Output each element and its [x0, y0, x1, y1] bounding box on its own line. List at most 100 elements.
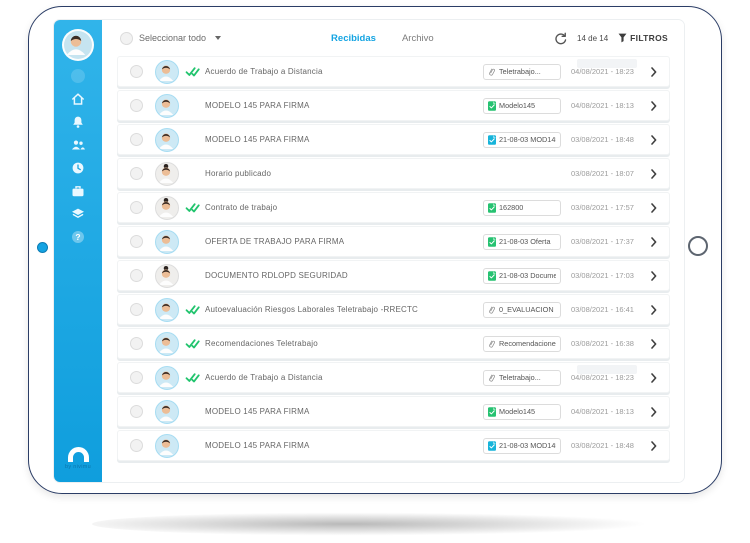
chevron-right-icon[interactable] — [651, 270, 661, 281]
home-icon[interactable] — [71, 92, 85, 106]
list-item[interactable]: MODELO 145 PARA FIRMA 21-08-03 MOD145...… — [117, 124, 670, 155]
row-date: 03/08/2021 - 18:07 — [571, 169, 634, 178]
row-checkbox[interactable] — [130, 337, 143, 350]
attachment-chip[interactable]: Teletrabajo... — [483, 369, 561, 386]
attachment-chip[interactable]: Modelo145 — [483, 403, 561, 420]
documents-layers-icon[interactable] — [71, 207, 85, 221]
help-icon[interactable]: ? — [71, 230, 85, 244]
row-checkbox[interactable] — [130, 303, 143, 316]
sender-avatar — [155, 297, 179, 322]
attachment-chip[interactable]: 21-08-03 MOD145... — [483, 437, 561, 454]
row-checkbox[interactable] — [130, 235, 143, 248]
row-title: Contrato de trabajo — [205, 203, 278, 212]
row-right: 21-08-03 Oferta 03/08/2021 - 17:37 — [483, 233, 661, 250]
row-title: Autoevaluación Riesgos Laborales Teletra… — [205, 305, 419, 314]
chevron-right-icon[interactable] — [651, 202, 661, 213]
select-all-checkbox[interactable] — [120, 31, 133, 45]
sender-avatar — [155, 59, 179, 84]
chevron-right-icon[interactable] — [651, 406, 661, 417]
list-item[interactable]: Acuerdo de Trabajo a Distancia Teletraba… — [117, 362, 670, 393]
file-icon — [488, 270, 496, 281]
attachment-chip[interactable]: Recomendaciones_... — [483, 335, 561, 352]
attachment-label: Recomendaciones_... — [499, 339, 556, 348]
list-item[interactable]: Autoevaluación Riesgos Laborales Teletra… — [117, 294, 670, 325]
message-list: Acuerdo de Trabajo a Distancia Teletraba… — [102, 56, 684, 482]
paperclip-icon — [489, 306, 495, 313]
list-item[interactable]: MODELO 145 PARA FIRMA Modelo145 04/08/20… — [117, 396, 670, 427]
list-item[interactable]: Recomendaciones Teletrabajo Recomendacio… — [117, 328, 670, 359]
list-item[interactable]: Acuerdo de Trabajo a Distancia Teletraba… — [117, 56, 670, 87]
list-item[interactable]: MODELO 145 PARA FIRMA Modelo145 04/08/20… — [117, 90, 670, 121]
signed-check-icon — [185, 372, 200, 383]
select-all-control[interactable]: Seleccionar todo — [120, 31, 222, 45]
row-title: OFERTA DE TRABAJO PARA FIRMA — [205, 237, 345, 246]
row-date: 03/08/2021 - 17:57 — [571, 203, 634, 212]
attachment-chip[interactable]: 21-08-03 Oferta — [483, 233, 561, 250]
row-date: 03/08/2021 - 16:38 — [571, 339, 634, 348]
attachment-chip[interactable]: 21-08-03 MOD145... — [483, 131, 561, 148]
tablet-home-button[interactable] — [688, 236, 708, 256]
attachment-label: 21-08-03 Document... — [499, 271, 556, 280]
attachment-chip[interactable]: 21-08-03 Document... — [483, 267, 561, 284]
row-checkbox[interactable] — [130, 371, 143, 384]
row-checkbox[interactable] — [130, 269, 143, 282]
attachment-chip[interactable]: 0_EVALUACION DE ... — [483, 301, 561, 318]
chevron-right-icon[interactable] — [651, 134, 661, 145]
row-checkbox[interactable] — [130, 439, 143, 452]
list-item[interactable]: DOCUMENTO RDLOPD SEGURIDAD 21-08-03 Docu… — [117, 260, 670, 291]
row-date: 03/08/2021 - 18:48 — [571, 135, 634, 144]
list-item[interactable]: MODELO 145 PARA FIRMA 21-08-03 MOD145...… — [117, 430, 670, 461]
tab-recibidas[interactable]: Recibidas — [331, 32, 376, 44]
tablet-camera — [37, 242, 48, 253]
main-panel: Seleccionar todo Recibidas Archivo 14 de… — [102, 20, 684, 482]
team-icon[interactable] — [71, 138, 85, 152]
chevron-right-icon[interactable] — [651, 338, 661, 349]
row-checkbox[interactable] — [130, 201, 143, 214]
attachment-chip[interactable]: 162800 — [483, 199, 561, 216]
row-title: Acuerdo de Trabajo a Distancia — [205, 67, 323, 76]
attachment-label: Teletrabajo... — [499, 373, 541, 382]
chevron-right-icon[interactable] — [651, 304, 661, 315]
chevron-right-icon[interactable] — [651, 372, 661, 383]
sender-avatar — [155, 93, 179, 118]
list-item[interactable]: Contrato de trabajo 162800 03/08/2021 - … — [117, 192, 670, 223]
row-title: MODELO 145 PARA FIRMA — [205, 441, 310, 450]
sidebar: ? by nivimu — [54, 20, 102, 482]
tablet-frame: ? by nivimu Seleccionar todo — [28, 6, 722, 494]
refresh-icon[interactable] — [554, 32, 567, 45]
attachment-chip[interactable]: Modelo145 — [483, 97, 561, 114]
row-checkbox[interactable] — [130, 99, 143, 112]
brand-logo-n-icon — [67, 447, 89, 462]
chevron-right-icon[interactable] — [651, 100, 661, 111]
list-item[interactable]: OFERTA DE TRABAJO PARA FIRMA 21-08-03 Of… — [117, 226, 670, 257]
row-title: DOCUMENTO RDLOPD SEGURIDAD — [205, 271, 348, 280]
signed-check-icon — [185, 338, 200, 349]
attachment-label: Teletrabajo... — [499, 67, 541, 76]
attachment-chip[interactable]: Teletrabajo... — [483, 63, 561, 80]
row-checkbox[interactable] — [130, 65, 143, 78]
signed-check-icon — [185, 202, 200, 213]
user-avatar[interactable] — [62, 29, 94, 61]
ghost-highlight — [577, 365, 637, 374]
ghost-highlight — [577, 59, 637, 68]
row-checkbox[interactable] — [130, 405, 143, 418]
list-item[interactable]: Horario publicado 03/08/2021 - 18:07 — [117, 158, 670, 189]
tab-archivo[interactable]: Archivo — [401, 32, 434, 44]
row-checkbox[interactable] — [130, 133, 143, 146]
chevron-right-icon[interactable] — [651, 66, 661, 77]
row-right: 21-08-03 MOD145... 03/08/2021 - 18:48 — [483, 437, 661, 454]
chevron-right-icon[interactable] — [651, 440, 661, 451]
chevron-right-icon[interactable] — [651, 236, 661, 247]
row-date: 03/08/2021 - 16:41 — [571, 305, 634, 314]
svg-text:?: ? — [75, 232, 80, 242]
row-right: Modelo145 04/08/2021 - 18:13 — [483, 403, 661, 420]
row-right: 21-08-03 Document... 03/08/2021 - 17:03 — [483, 267, 661, 284]
chevron-right-icon[interactable] — [651, 168, 661, 179]
time-icon[interactable] — [71, 161, 85, 175]
briefcase-icon[interactable] — [71, 184, 85, 198]
bell-icon[interactable] — [71, 115, 85, 129]
row-right: Modelo145 04/08/2021 - 18:13 — [483, 97, 661, 114]
filters-button[interactable]: FILTROS — [618, 33, 668, 43]
sender-avatar — [155, 127, 179, 152]
row-checkbox[interactable] — [130, 167, 143, 180]
